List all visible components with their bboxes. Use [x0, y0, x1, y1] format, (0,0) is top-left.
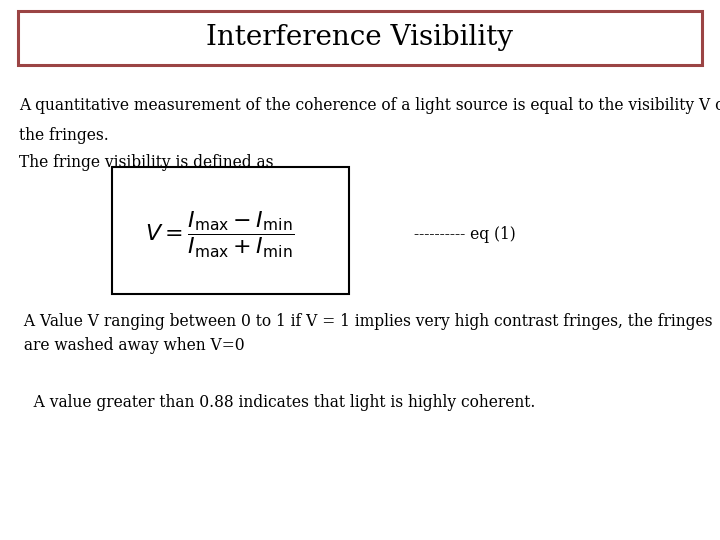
Text: ---------- eq (1): ---------- eq (1)	[414, 226, 516, 244]
Text: A Value V ranging between 0 to 1 if V = 1 implies very high contrast fringes, th: A Value V ranging between 0 to 1 if V = …	[19, 313, 713, 330]
Text: Interference Visibility: Interference Visibility	[207, 24, 513, 51]
Text: A quantitative measurement of the coherence of a light source is equal to the vi: A quantitative measurement of the cohere…	[19, 97, 720, 114]
Text: The fringe visibility is defined as: The fringe visibility is defined as	[19, 154, 274, 171]
Text: A value greater than 0.88 indicates that light is highly coherent.: A value greater than 0.88 indicates that…	[19, 394, 536, 411]
Text: are washed away when V=0: are washed away when V=0	[19, 338, 245, 354]
Text: $V = \dfrac{I_{\mathrm{max}} - I_{\mathrm{min}}}{I_{\mathrm{max}} + I_{\mathrm{m: $V = \dfrac{I_{\mathrm{max}} - I_{\mathr…	[145, 210, 294, 260]
Text: the fringes.: the fringes.	[19, 127, 109, 144]
FancyBboxPatch shape	[112, 167, 349, 294]
FancyBboxPatch shape	[18, 11, 702, 65]
